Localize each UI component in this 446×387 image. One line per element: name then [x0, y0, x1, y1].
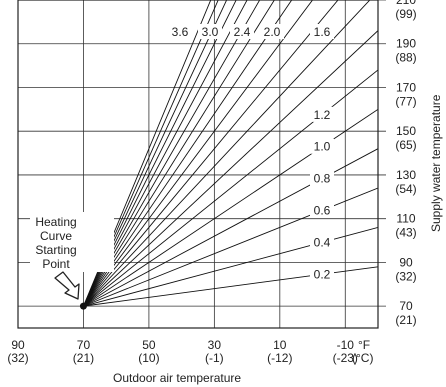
x-tick-label: 70	[77, 338, 91, 352]
curve-line-3-0	[83, 0, 237, 307]
y-tick-label: 90	[399, 255, 413, 269]
y-tick-labels: 210(99) 190(88) 170(77) 150(65) 130(54) 110(4…	[395, 0, 416, 327]
curve-line-3-6	[83, 0, 212, 307]
curve-label-0-8: 0.8	[314, 172, 331, 186]
curve-label-2-4: 2.4	[234, 25, 251, 39]
annotation-line-1: Heating	[35, 215, 76, 229]
annotation-line-4: Point	[42, 257, 70, 271]
curve-label-bg	[310, 202, 334, 218]
x-tick-label-celsius: (21)	[73, 351, 94, 365]
x-tick-label-celsius: (32)	[7, 351, 28, 365]
curve-line-1-4	[83, 30, 378, 307]
y-axis-title: Supply water temperature	[429, 94, 443, 232]
curve-line-2-6	[83, 0, 261, 307]
curve-label-bg	[310, 138, 334, 154]
y-tick-label-celsius: (21)	[395, 313, 416, 327]
x-tick-label: 10	[273, 338, 287, 352]
x-tick-label: 30	[208, 338, 222, 352]
curve-label-0-6: 0.6	[314, 204, 331, 218]
curve-label-3-0: 3.0	[202, 25, 219, 39]
x-tick-label-celsius: (-1)	[205, 351, 224, 365]
x-tick-label-celsius: (10)	[138, 351, 159, 365]
y-tick-label: 190	[396, 37, 416, 51]
x-tick-label-celsius: (-12)	[267, 351, 292, 365]
curve-line-2-4	[83, 0, 275, 307]
curve-label-bg	[310, 24, 334, 39]
y-tick-label-celsius: (99)	[395, 7, 416, 21]
curve-label-bg	[198, 24, 222, 39]
x-tick-labels: 90(32) 70(21) 50(10) 30(-1) 10(-12) -10(-23)	[7, 338, 358, 365]
y-tick-label: 150	[396, 124, 416, 138]
y-tick-label: 170	[396, 80, 416, 94]
x-tick-label: 50	[142, 338, 156, 352]
x-tick-label: 90	[11, 338, 25, 352]
curve-label-bg	[260, 24, 284, 39]
x-tick-label-celsius: (-23)	[333, 351, 358, 365]
curve-label-1-0: 1.0	[314, 140, 331, 154]
annotation-background	[30, 212, 114, 272]
curve-label-bg	[310, 266, 334, 282]
y-tick-label-celsius: (32)	[395, 269, 416, 283]
starting-point-annotation: Heating Curve Starting Point	[30, 212, 114, 300]
y-tick-label-celsius: (43)	[395, 226, 416, 240]
curve-line-1-8	[83, 0, 339, 307]
curve-line-3-2	[83, 0, 228, 307]
curve-label-0-2: 0.2	[314, 267, 331, 281]
curve-label-bg	[310, 234, 334, 250]
curve-labels: 3.6 3.0 2.4 2.0 1.6 1.2 1.0 0.8 0.6 0.4 0.2	[168, 24, 334, 282]
curve-line-2-0	[83, 0, 314, 307]
x-axis-title: Outdoor air temperature	[113, 371, 241, 385]
y-tick-label-celsius: (88)	[395, 51, 416, 65]
plot-frame	[17, 0, 379, 329]
curve-label-bg	[310, 170, 334, 186]
curve-line-1-6	[83, 0, 371, 307]
curve-label-bg	[310, 106, 334, 122]
annotation-line-2: Curve	[40, 229, 72, 243]
x-tick-label: -10	[337, 338, 355, 352]
x-unit-label: °F	[358, 338, 370, 352]
curve-label-bg	[168, 24, 192, 39]
y-tick-label: 130	[396, 168, 416, 182]
curve-label-2-0: 2.0	[264, 25, 281, 39]
starting-point-marker	[79, 302, 87, 310]
y-tick-label-celsius: (65)	[395, 138, 416, 152]
y-tick-label-celsius: (77)	[395, 94, 416, 108]
curve-label-1-6: 1.6	[314, 25, 331, 39]
curve-label-3-6: 3.6	[172, 25, 189, 39]
y-tick-label-celsius: (54)	[395, 182, 416, 196]
curve-line-3-4	[83, 0, 219, 307]
y-tick-label: 210	[396, 0, 416, 7]
curve-label-bg	[230, 24, 254, 39]
curve-line-2-2	[83, 0, 293, 307]
y-tick-label: 110	[396, 212, 415, 226]
x-unit-label-celsius: (°C)	[352, 351, 373, 365]
curve-label-1-2: 1.2	[314, 108, 331, 122]
y-tick-label: 70	[399, 299, 413, 313]
annotation-line-3: Starting	[35, 243, 76, 257]
annotation-arrow	[54, 271, 80, 300]
curve-label-0-4: 0.4	[314, 235, 331, 249]
